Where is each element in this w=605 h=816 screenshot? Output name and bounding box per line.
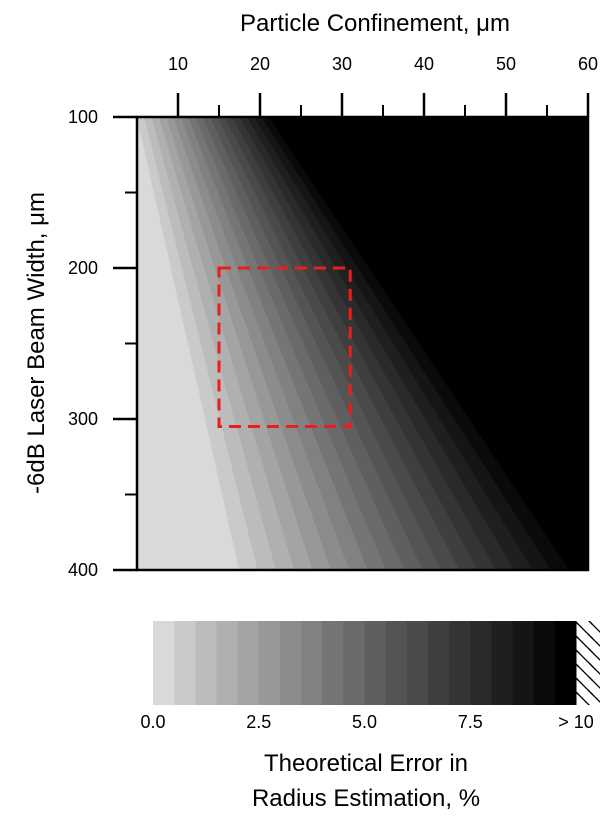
contour-band (261, 117, 571, 570)
colorbar-tick-label: > 10 (558, 712, 594, 732)
x-tick-label: 60 (578, 54, 598, 74)
colorbar-swatch (343, 621, 365, 705)
contour-band (268, 117, 588, 570)
x-tick-label: 10 (168, 54, 188, 74)
x-axis-ticks: 10 20 30 40 50 60 (168, 54, 598, 117)
colorbar-over-range-hatch (576, 621, 600, 705)
contour-band (239, 117, 515, 570)
colorbar-swatch (216, 621, 239, 705)
colorbar-tick-label: 0.0 (140, 712, 165, 732)
colorbar-swatch (533, 621, 556, 705)
colorbar-tick-labels: 0.0 2.5 5.0 7.5 > 10 (140, 712, 593, 732)
y-tick-label: 200 (68, 258, 98, 278)
x-tick-label: 40 (414, 54, 434, 74)
contour-band (224, 117, 479, 570)
colorbar-swatch (554, 621, 577, 705)
contour-band (180, 117, 369, 570)
colorbar-swatch (174, 621, 196, 705)
colorbar-swatch (470, 621, 492, 705)
colorbar-title-line1: Theoretical Error in (264, 750, 468, 777)
contour-band (158, 117, 314, 570)
colorbar-swatch (258, 621, 281, 705)
colorbar-swatch (279, 621, 302, 705)
contour-plot-area (135, 115, 590, 572)
y-tick-label: 100 (68, 107, 98, 127)
colorbar-swatch (491, 621, 514, 705)
contour-band (217, 117, 460, 570)
highlight-box (217, 266, 352, 429)
y-axis-ticks: 100 200 300 400 (68, 107, 137, 580)
colorbar-swatch (512, 621, 535, 705)
contour-band (246, 117, 534, 570)
y-tick-label: 400 (68, 560, 98, 580)
colorbar-swatch (364, 621, 387, 705)
colorbar-swatch (301, 621, 323, 705)
contour-band (210, 117, 442, 570)
colorbar-swatch (427, 621, 450, 705)
x-tick-label: 30 (332, 54, 352, 74)
colorbar-swatch (322, 621, 344, 705)
contour-band (202, 117, 424, 570)
colorbar-swatch (385, 621, 408, 705)
contour-bands (137, 117, 588, 570)
y-axis-title: -6dB Laser Beam Width, μm (23, 192, 50, 494)
contour-band (188, 117, 387, 570)
contour-band (232, 117, 497, 570)
colorbar-swatch (195, 621, 217, 705)
x-axis-title: Particle Confinement, μm (240, 10, 510, 37)
y-tick-label: 300 (68, 409, 98, 429)
colorbar-tick-label: 7.5 (458, 712, 483, 732)
colorbar-swatches (153, 621, 577, 705)
colorbar: 0.0 2.5 5.0 7.5 > 10 Theoretical Error in Ra… (140, 621, 600, 812)
colorbar-swatch (406, 621, 429, 705)
colorbar-swatch (153, 621, 175, 705)
colorbar-swatch (449, 621, 471, 705)
colorbar-title-line2: Radius Estimation, % (252, 785, 480, 812)
colorbar-tick-label: 5.0 (352, 712, 377, 732)
x-tick-label: 20 (250, 54, 270, 74)
contour-band (151, 117, 295, 570)
contour-band (166, 117, 332, 570)
colorbar-swatch (237, 621, 260, 705)
contour-band (254, 117, 552, 570)
contour-band (173, 117, 350, 570)
contour-band (137, 117, 259, 570)
colorbar-tick-label: 2.5 (246, 712, 271, 732)
x-tick-label: 50 (496, 54, 516, 74)
contour-band (195, 117, 405, 570)
